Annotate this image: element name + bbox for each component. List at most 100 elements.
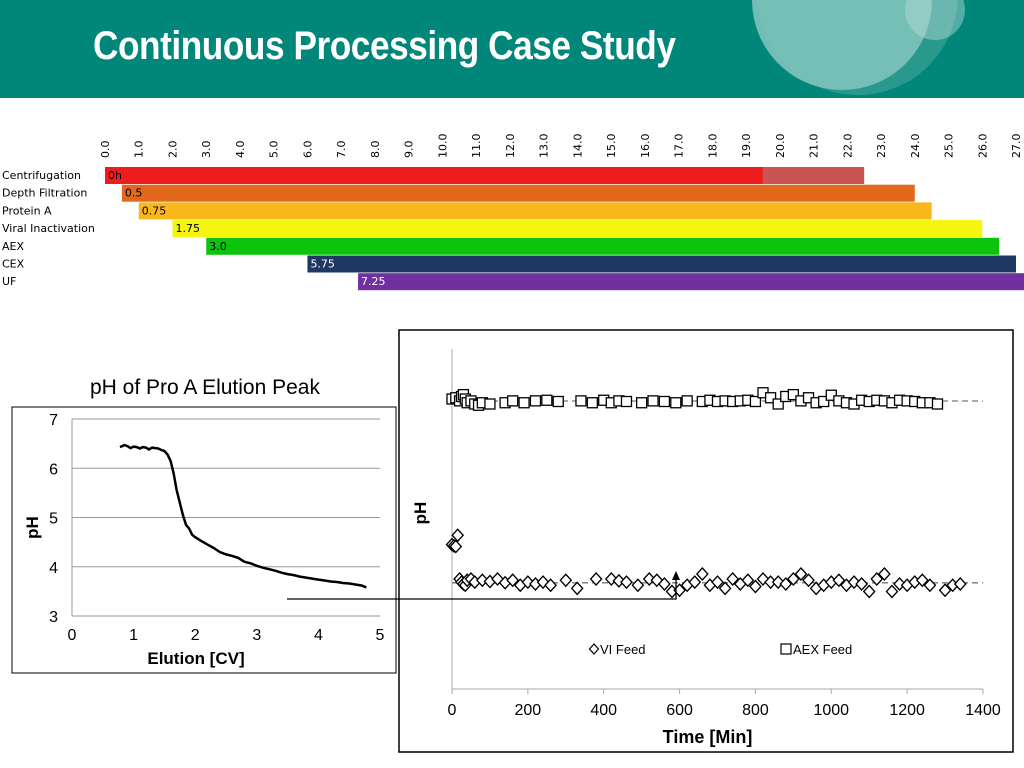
aex-feed-point: [529, 395, 542, 407]
gantt-x-tick: 21.0: [808, 134, 821, 159]
gantt-x-tick: 15.0: [605, 134, 618, 159]
vi-feed-point: [915, 573, 929, 588]
gantt-x-tick: 16.0: [639, 134, 652, 159]
gantt-bar: [307, 255, 1016, 273]
y-tick-label: 4: [49, 560, 58, 577]
vi-feed-point: [862, 584, 876, 599]
x-tick-label: 800: [742, 702, 769, 719]
gantt-x-tick: 10.0: [436, 134, 449, 159]
gantt-bar: [138, 202, 932, 220]
y-axis-label: pH: [23, 516, 42, 539]
gantt-x-tick: 14.0: [571, 134, 584, 159]
vi-feed-point: [688, 575, 702, 590]
gantt-x-tick: 12.0: [504, 134, 517, 159]
y-tick-label: 3: [49, 609, 58, 626]
gantt-x-tick: 17.0: [673, 134, 686, 159]
gantt-row-label: Protein A: [2, 204, 52, 217]
vi-feed-point: [449, 539, 463, 554]
y-tick-label: 7: [49, 412, 58, 429]
gantt-bar: [762, 167, 865, 184]
gantt-bar: [121, 184, 915, 202]
gantt-x-tick: 1.0: [133, 141, 146, 159]
aex-feed-point: [518, 397, 530, 409]
chart-frame: [11, 406, 397, 674]
x-tick-label: 1000: [813, 702, 849, 719]
x-tick-label: 600: [666, 702, 693, 719]
gantt-x-tick: 20.0: [774, 134, 787, 159]
gantt-bar: [358, 273, 1024, 291]
vi-feed-point: [786, 572, 800, 586]
vi-feed-point: [870, 572, 884, 586]
gantt-row-label: Depth Filtration: [2, 187, 87, 200]
vi-feed-point: [726, 572, 740, 586]
y-axis-label: pH: [411, 502, 430, 525]
x-axis-label: Time [Min]: [663, 727, 753, 747]
vi-feed-point: [711, 575, 724, 590]
gantt-x-tick: 5.0: [268, 141, 281, 159]
x-tick-label: 2: [191, 627, 200, 644]
vi-feed-point: [718, 581, 732, 596]
legend-square-icon: [780, 643, 792, 655]
x-axis-label: Elution [CV]: [147, 649, 244, 668]
elution-chart-title: pH of Pro A Elution Peak: [90, 376, 320, 399]
aex-feed-point: [647, 395, 659, 407]
vi-feed-point: [794, 567, 808, 581]
gantt-x-tick: 11.0: [470, 134, 483, 159]
gantt-start-label: 0.75: [142, 204, 167, 217]
vi-feed-point: [832, 573, 846, 588]
gantt-x-tick: 23.0: [875, 134, 888, 159]
aex-feed-point: [507, 395, 519, 407]
x-tick-label: 400: [590, 702, 617, 719]
gantt-row-label: CEX: [2, 258, 25, 271]
x-tick-label: 1: [129, 627, 138, 644]
vi-feed-point: [878, 567, 891, 581]
vi-feed-point: [953, 577, 967, 591]
feed-ph-scatter-chart: 0 200 400 600 800 1000 1200 1400 Time [Min] pH VI …: [398, 329, 1014, 753]
x-tick-label: 0: [448, 702, 457, 719]
aex-feed-point: [818, 395, 830, 408]
gantt-x-tick: 6.0: [301, 141, 314, 159]
vi-feed-point: [893, 577, 906, 591]
vi-feed-point: [885, 584, 899, 599]
gantt-start-label: 3.0: [209, 240, 227, 253]
aex-feed-point: [658, 395, 671, 408]
gantt-x-tick: 13.0: [538, 134, 551, 159]
gantt-x-tick: 8.0: [369, 141, 382, 159]
gantt-bar: [105, 167, 763, 184]
elution-line-chart: 3 4 5 6 7 0 1 2 3 4 5 Elution [CV] pH: [11, 406, 397, 674]
x-tick-label: 0: [68, 627, 77, 644]
aex-feed-point: [681, 395, 693, 407]
gantt-start-label: 1.75: [175, 222, 200, 235]
gantt-chart: 0.0 1.0 2.0 3.0 4.0 5.0 6.0 7.0 8.0 9.0 10.0 11.0 12…: [2, 134, 1024, 291]
y-tick-label: 5: [49, 511, 58, 528]
vi-feed-point: [923, 578, 937, 593]
aex-feed-point: [575, 395, 587, 407]
legend-label: VI Feed: [600, 642, 646, 657]
aex-feed-point: [620, 395, 633, 408]
aex-feed-point: [931, 398, 944, 410]
gantt-start-label: 7.25: [361, 275, 386, 288]
title-banner: Continuous Processing Case Study: [0, 0, 1024, 98]
vi-feed-point: [779, 577, 793, 591]
aex-feed-point: [787, 388, 800, 401]
legend-label: AEX Feed: [793, 642, 852, 657]
aex-feed-point: [772, 398, 784, 410]
gantt-x-tick: 27.0: [1010, 134, 1023, 159]
x-tick-label: 4: [314, 627, 323, 644]
aex-feed-point: [749, 395, 762, 408]
x-tick-label: 3: [252, 627, 261, 644]
gantt-x-tick: 3.0: [200, 141, 213, 159]
gantt-row-label: Viral Inactivation: [2, 222, 95, 235]
gantt-row-label: UF: [2, 275, 16, 288]
x-tick-label: 5: [376, 627, 385, 644]
gantt-x-tick: 18.0: [706, 134, 719, 159]
vi-feed-point: [802, 573, 815, 588]
aex-feed-point: [586, 397, 598, 409]
aex-feed-point: [635, 397, 648, 409]
vi-feed-point: [938, 583, 952, 598]
gantt-bar: [206, 237, 1000, 255]
gantt-x-tick: 0.0: [99, 141, 112, 159]
vi-feed-point: [451, 528, 465, 543]
vi-feed-point: [855, 577, 869, 591]
aex-feed-point: [541, 394, 553, 406]
